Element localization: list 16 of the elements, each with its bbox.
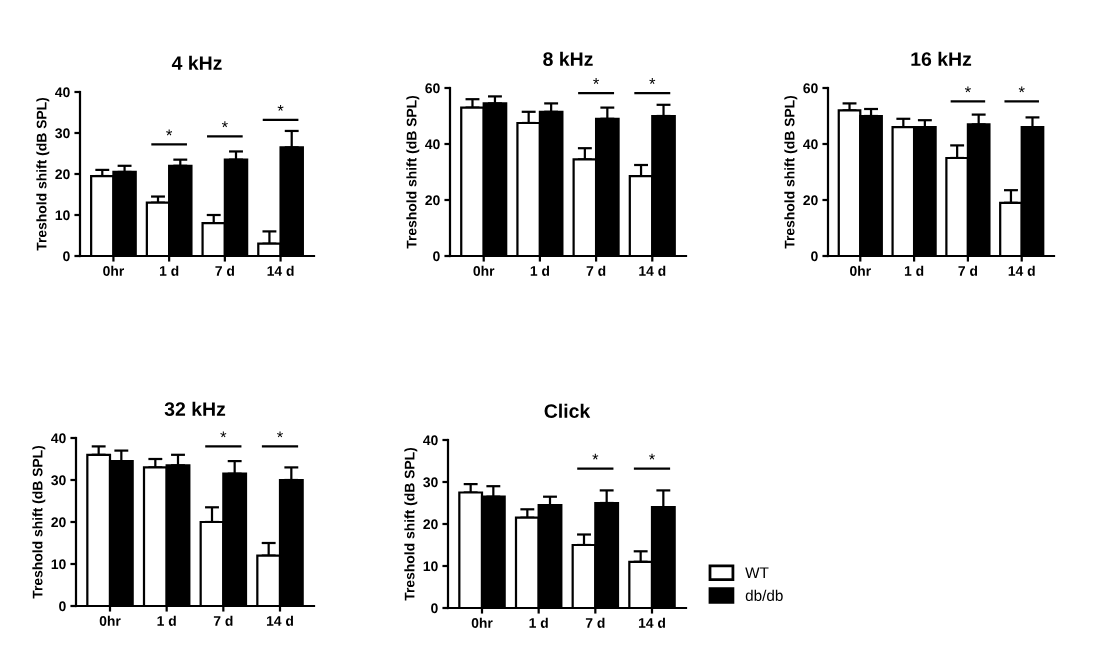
annotation: * — [166, 129, 173, 136]
annotation: * — [221, 121, 228, 128]
text: * — [220, 431, 227, 438]
annotation: * — [277, 104, 284, 111]
text: * — [593, 78, 600, 84]
chart-title: 32 kHz — [164, 401, 226, 416]
chart-title: 16 kHz — [911, 51, 972, 66]
text: * — [277, 431, 283, 438]
chart-title: 8 kHz — [543, 51, 593, 66]
annotation: * — [1018, 86, 1025, 93]
chart-title: 4 kHz — [171, 55, 222, 70]
annotation: * — [964, 86, 971, 93]
annotation: * — [649, 453, 655, 460]
text: * — [649, 78, 656, 84]
annotation: * — [592, 453, 599, 460]
chart-title: Click — [544, 403, 591, 418]
